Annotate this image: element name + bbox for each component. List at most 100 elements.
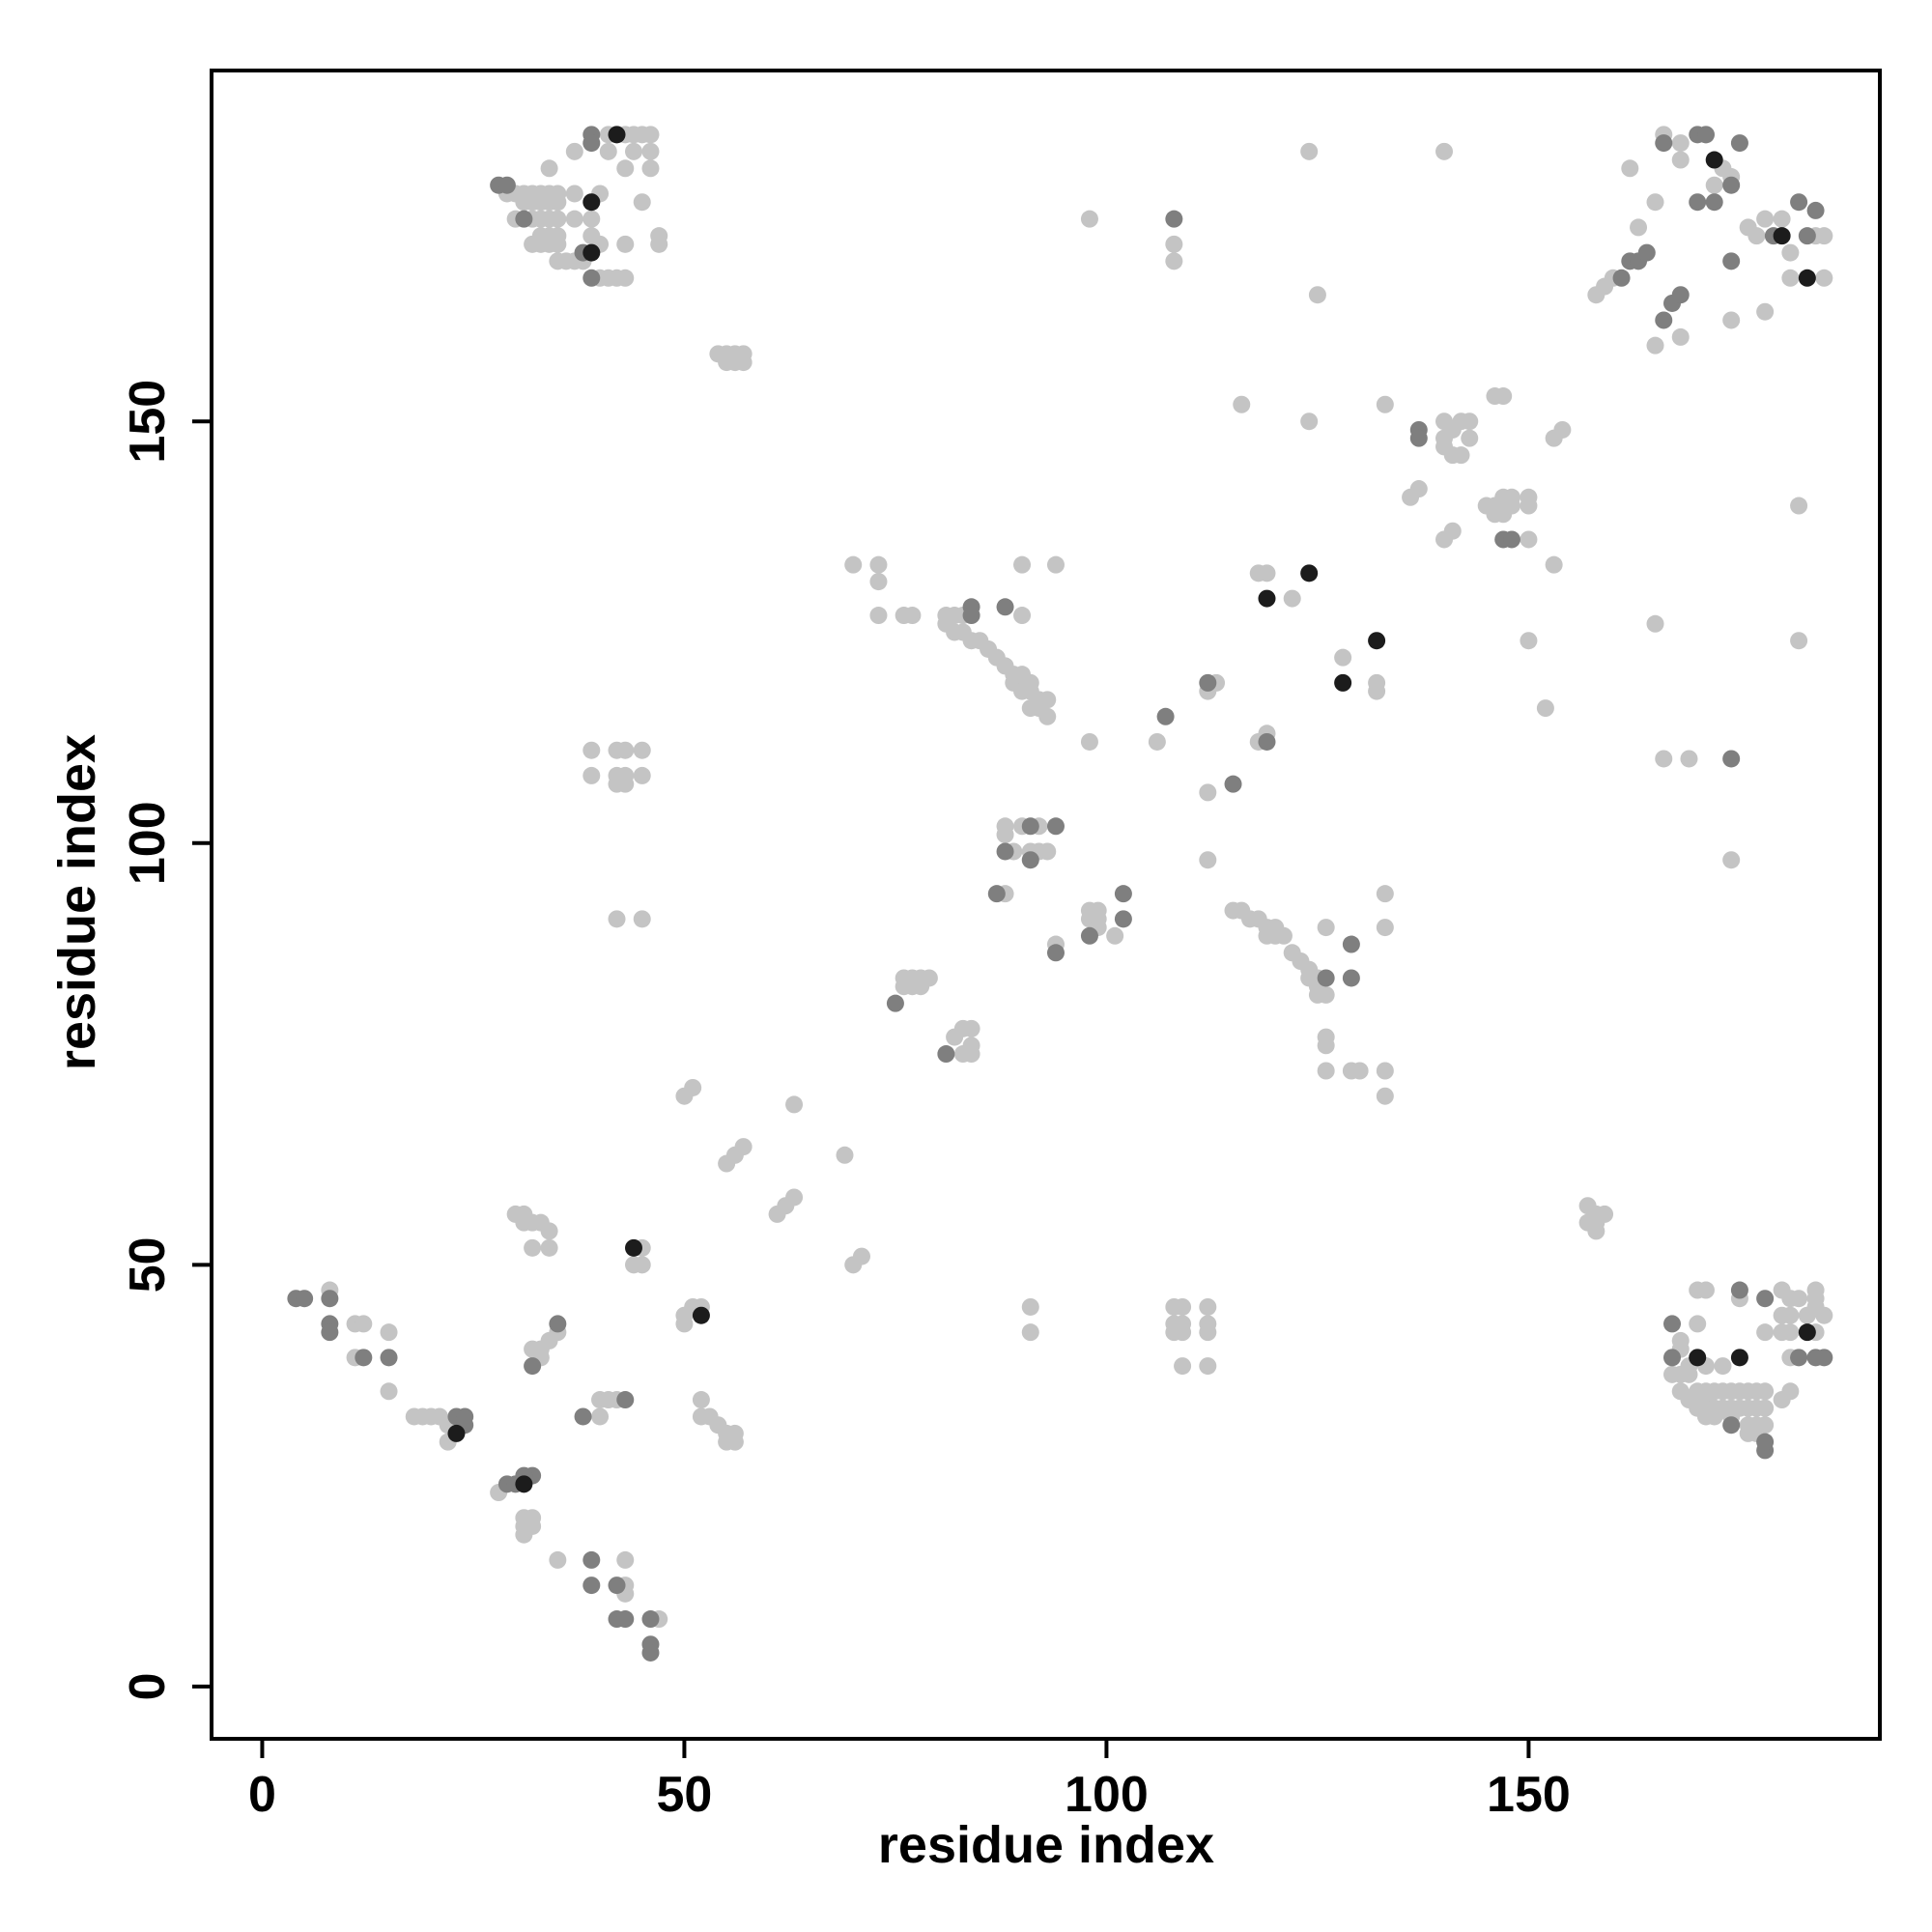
contact-point: [1798, 1306, 1816, 1324]
contact-point: [582, 1550, 601, 1569]
contact-point: [633, 193, 651, 212]
contact-point: [1773, 227, 1791, 245]
contact-point: [1368, 632, 1386, 650]
contact-point: [1671, 134, 1690, 153]
contact-point: [582, 269, 601, 287]
contact-point: [633, 910, 651, 928]
contact-point: [1756, 1290, 1775, 1308]
contact-point: [1756, 302, 1775, 321]
contact-point: [616, 775, 635, 793]
contact-point: [1655, 311, 1673, 329]
contact-point: [996, 826, 1014, 844]
contact-point: [549, 1550, 567, 1569]
y-tick-label: 100: [120, 801, 176, 885]
contact-point: [1165, 235, 1183, 253]
contact-point: [549, 235, 567, 253]
contact-point: [582, 243, 601, 262]
contact-point: [380, 1349, 398, 1367]
contact-point: [1342, 969, 1360, 987]
contact-point: [355, 1315, 373, 1333]
contact-point: [1705, 1407, 1723, 1426]
contact-point: [633, 1256, 651, 1274]
contact-point: [692, 1407, 710, 1426]
contact-point: [1730, 134, 1748, 153]
contact-point: [1655, 750, 1673, 768]
contact-point: [1334, 673, 1352, 692]
contact-point: [1435, 412, 1454, 431]
contact-point: [852, 1247, 870, 1265]
contact-point: [684, 1078, 702, 1096]
contact-point: [1409, 480, 1428, 498]
contact-point: [616, 1550, 635, 1569]
contact-point: [1781, 269, 1800, 287]
contact-point: [1662, 1315, 1681, 1333]
contact-point: [591, 1407, 610, 1426]
contact-point: [1452, 446, 1470, 465]
contact-point: [524, 1238, 542, 1257]
contact-point: [1646, 336, 1664, 355]
contact-point: [1630, 218, 1648, 237]
contact-point: [1021, 851, 1039, 869]
contact-point: [1671, 327, 1690, 346]
contact-point: [903, 607, 922, 625]
contact-point: [1646, 614, 1664, 633]
x-axis-label: residue index: [878, 1816, 1214, 1874]
contact-point: [734, 354, 753, 372]
contact-point: [1443, 522, 1462, 540]
contact-point: [1705, 176, 1723, 194]
contact-point: [1486, 505, 1504, 524]
contact-point: [447, 1424, 466, 1442]
contact-point: [1696, 1281, 1715, 1299]
y-tick-label: 0: [120, 1672, 176, 1700]
contact-point: [1174, 1357, 1192, 1376]
contact-point: [1696, 126, 1715, 144]
contact-point: [549, 193, 567, 212]
contact-point: [1520, 530, 1538, 549]
contact-point: [1376, 1087, 1394, 1105]
plot-frame: [210, 69, 1882, 1741]
contact-point: [1013, 607, 1032, 625]
contact-point: [1300, 564, 1319, 582]
contact-point: [608, 1577, 626, 1595]
contact-point: [1021, 1297, 1039, 1316]
contact-point: [1461, 412, 1479, 431]
contact-point: [565, 210, 583, 228]
contact-point: [1199, 1357, 1217, 1376]
contact-point: [836, 1146, 854, 1164]
contact-point: [380, 1382, 398, 1401]
x-tick-label: 100: [1065, 1767, 1149, 1823]
contact-point: [641, 159, 660, 178]
contact-point: [1815, 1306, 1833, 1324]
contact-point: [641, 1643, 660, 1662]
contact-point: [582, 1577, 601, 1595]
contact-point: [1342, 935, 1360, 953]
contact-point: [582, 741, 601, 759]
contact-point: [1520, 497, 1538, 515]
contact-point: [616, 1391, 635, 1409]
contact-point: [1806, 201, 1825, 219]
contact-point: [515, 1213, 533, 1232]
contact-point: [565, 185, 583, 203]
contact-point: [1705, 151, 1723, 169]
contact-point: [1114, 910, 1132, 928]
contact-point: [1815, 227, 1833, 245]
y-axis-label: residue index: [48, 734, 106, 1070]
contact-point: [641, 1610, 660, 1629]
contact-point: [1368, 682, 1386, 700]
contact-point: [785, 1095, 804, 1114]
x-tick-label: 50: [657, 1767, 713, 1823]
contact-point: [616, 1610, 635, 1629]
contact-point: [633, 741, 651, 759]
contact-point: [1165, 210, 1183, 228]
contact-point: [1021, 817, 1039, 836]
contact-point: [1714, 1357, 1732, 1376]
y-tick-label: 50: [120, 1236, 176, 1293]
contact-point: [1376, 919, 1394, 937]
contact-point: [1722, 851, 1741, 869]
contact-point: [1317, 919, 1335, 937]
contact-point: [1300, 142, 1319, 160]
contact-point: [1596, 1205, 1614, 1223]
contact-point: [1798, 1323, 1816, 1342]
